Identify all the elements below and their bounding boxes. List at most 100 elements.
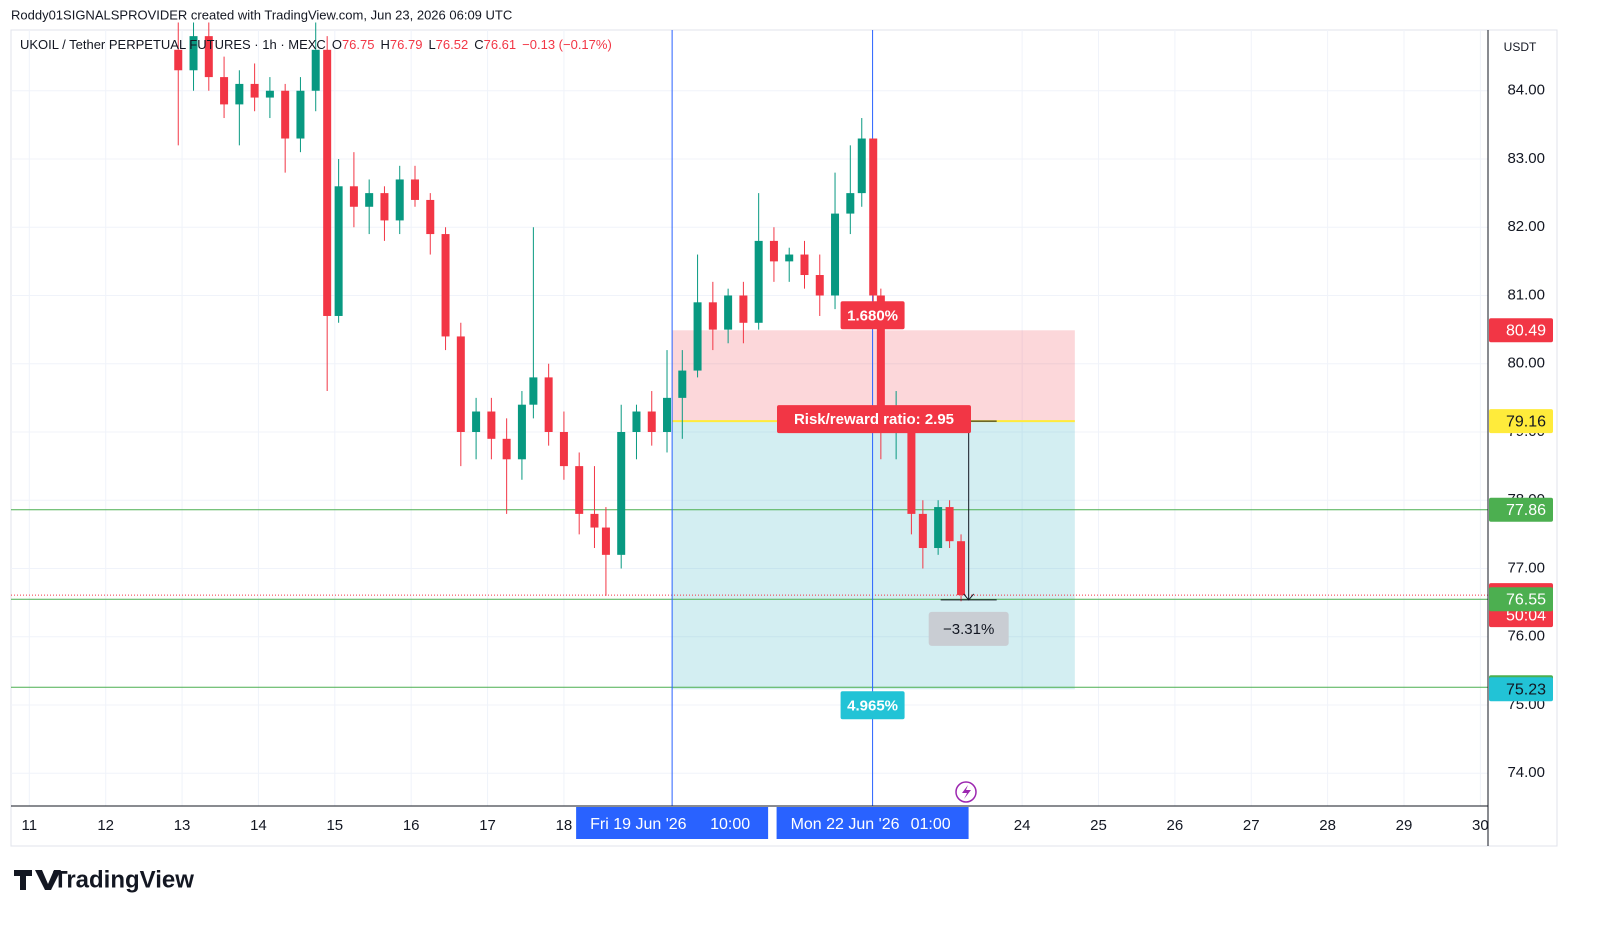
crosshair-date: Mon 22 Jun '26	[791, 816, 900, 833]
candle-body	[250, 83, 259, 98]
price-badge: 79.16	[1506, 413, 1546, 430]
x-tick-label: 18	[556, 817, 573, 834]
candle-body	[281, 90, 290, 139]
price-badge-bg	[1489, 497, 1553, 522]
frame	[10, 29, 1558, 847]
y-tick-label: 83.00	[1507, 150, 1545, 167]
candle-body	[907, 425, 916, 514]
candle-body	[502, 438, 511, 460]
candle-body	[785, 254, 794, 262]
candle-body	[323, 49, 332, 316]
candle-body	[857, 138, 866, 194]
candle-body	[831, 213, 840, 296]
candle-body	[918, 513, 927, 549]
y-tick-label: 81.00	[1507, 286, 1545, 303]
change: −0.13 (−0.17%)	[522, 37, 612, 52]
ohlc-value: 76.79	[390, 37, 423, 52]
x-tick-label: 11	[22, 817, 38, 834]
crosshair-label-bg	[776, 807, 969, 839]
candle-body	[410, 179, 419, 200]
logo-mark	[14, 870, 61, 890]
legend: UKOIL / Tether PERPETUAL FUTURES · 1h · …	[20, 37, 612, 52]
candle-body	[800, 254, 809, 276]
ohlc-value: 76.52	[436, 37, 469, 52]
candle-body	[334, 186, 343, 316]
risk-reward-bg	[777, 405, 971, 434]
y-tick-label: 76.00	[1507, 628, 1545, 645]
x-tick-label: 28	[1319, 817, 1336, 834]
candle-body	[846, 193, 855, 214]
candle-body	[724, 295, 733, 330]
stop-percent-bg	[840, 301, 905, 330]
price-badge: 80.49	[1506, 323, 1546, 340]
candle-body	[426, 199, 435, 235]
price-badge-bg	[1489, 587, 1553, 612]
candle-body	[934, 507, 943, 549]
price-badge: 75.23	[1506, 682, 1546, 699]
candle-body	[487, 411, 496, 439]
candle-body	[647, 411, 656, 432]
price-badge: 77.86	[1506, 502, 1546, 519]
y-tick-label: 80.00	[1507, 355, 1545, 372]
crosshair-time: 01:00	[911, 816, 951, 833]
symbol: UKOIL / Tether PERPETUAL FUTURES · 1h · …	[20, 37, 326, 52]
candle-body	[601, 527, 610, 555]
price-badge-bg	[1489, 409, 1553, 434]
candle-body	[380, 193, 389, 221]
candle-body	[349, 186, 358, 207]
target-percent-bg	[840, 691, 905, 720]
ohlc-key: O	[332, 37, 342, 52]
x-tick-label: 13	[174, 817, 191, 834]
ohlc-key: C	[474, 37, 483, 52]
candle-body	[189, 36, 198, 71]
x-tick-label: 29	[1396, 817, 1413, 834]
ohlc-value: 76.75	[342, 37, 375, 52]
candle-body	[575, 466, 584, 514]
event-bolt	[962, 785, 971, 799]
candle-body	[472, 411, 481, 432]
y-tick-label: 82.00	[1507, 218, 1545, 235]
x-tick-label: 27	[1243, 817, 1260, 834]
stop-percent: 1.680%	[847, 307, 898, 324]
measure-label-bg	[928, 611, 1009, 646]
x-tick-label: 25	[1090, 817, 1107, 834]
x-tick-label: 15	[326, 817, 343, 834]
x-tick-label: 30	[1472, 817, 1489, 834]
candle-body	[815, 275, 824, 296]
brand: TradingView	[53, 866, 194, 893]
candle-body	[529, 377, 538, 405]
currency: USDT	[1504, 40, 1537, 54]
crosshair-label-bg	[576, 807, 769, 839]
ohlc-key: H	[381, 37, 390, 52]
y-tick-label: 84.00	[1507, 82, 1545, 99]
target-zone	[672, 421, 1075, 690]
candle-body	[708, 302, 717, 330]
ohlc: O76.75 H76.79 L76.52 C76.61	[332, 37, 516, 52]
measure-arrow	[963, 593, 975, 601]
y-tick-label: 74.00	[1507, 764, 1545, 781]
ohlc-value: 76.61	[484, 37, 517, 52]
price-badge-bg	[1489, 677, 1553, 702]
credit: Roddy01SIGNALSPROVIDER created with Trad…	[11, 7, 512, 22]
candle-body	[395, 179, 404, 221]
candle-body	[559, 431, 568, 467]
risk-reward: Risk/reward ratio: 2.95	[794, 411, 954, 428]
x-tick-label: 16	[403, 817, 420, 834]
countdown: 50:04	[1506, 607, 1546, 624]
measure-label: −3.31%	[943, 621, 994, 638]
candle-body	[693, 302, 702, 371]
candle-body	[204, 36, 213, 78]
crosshair-time: 10:00	[710, 816, 750, 833]
price-badge-bg	[1489, 318, 1553, 343]
candle-body	[235, 83, 244, 105]
candle-body	[678, 370, 687, 398]
x-tick-label: 26	[1167, 817, 1184, 834]
target-percent: 4.965%	[847, 697, 898, 714]
candle-body	[544, 377, 553, 432]
candle-body	[876, 295, 885, 432]
candle-body	[869, 138, 878, 296]
candle-body	[517, 404, 526, 460]
price-badge: 76.55	[1506, 591, 1546, 608]
